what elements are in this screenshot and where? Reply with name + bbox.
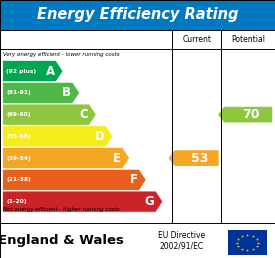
- Text: England & Wales: England & Wales: [0, 234, 123, 247]
- Polygon shape: [3, 104, 96, 125]
- Polygon shape: [3, 126, 113, 147]
- Text: B: B: [62, 86, 71, 99]
- Text: E: E: [113, 152, 121, 165]
- Text: 53: 53: [191, 152, 208, 165]
- Polygon shape: [3, 191, 163, 212]
- Text: Very energy efficient - lower running costs: Very energy efficient - lower running co…: [3, 52, 119, 57]
- Text: (92 plus): (92 plus): [6, 69, 36, 74]
- Polygon shape: [3, 82, 79, 103]
- Text: EU Directive: EU Directive: [158, 231, 205, 240]
- Text: Not energy efficient - higher running costs: Not energy efficient - higher running co…: [3, 207, 119, 212]
- Polygon shape: [169, 150, 219, 166]
- Polygon shape: [3, 148, 130, 168]
- Text: Energy Efficiency Rating: Energy Efficiency Rating: [37, 7, 238, 22]
- Text: (81-91): (81-91): [6, 90, 31, 95]
- Text: F: F: [130, 173, 138, 186]
- Text: Current: Current: [182, 35, 211, 44]
- Text: 2002/91/EC: 2002/91/EC: [160, 241, 204, 250]
- Polygon shape: [3, 61, 63, 82]
- Polygon shape: [218, 107, 272, 123]
- Bar: [228, 230, 267, 255]
- Polygon shape: [3, 169, 146, 190]
- Bar: [0, 30, 275, 49]
- Text: 70: 70: [243, 108, 260, 121]
- Text: (55-68): (55-68): [6, 134, 31, 139]
- Text: Potential: Potential: [231, 35, 265, 44]
- Text: G: G: [145, 195, 155, 208]
- Text: A: A: [45, 64, 55, 78]
- Text: C: C: [79, 108, 88, 121]
- Text: (1-20): (1-20): [6, 199, 27, 204]
- Text: (69-80): (69-80): [6, 112, 31, 117]
- Bar: [0, 0, 275, 30]
- Text: (21-38): (21-38): [6, 177, 31, 182]
- Text: (39-54): (39-54): [6, 156, 31, 160]
- Text: D: D: [95, 130, 104, 143]
